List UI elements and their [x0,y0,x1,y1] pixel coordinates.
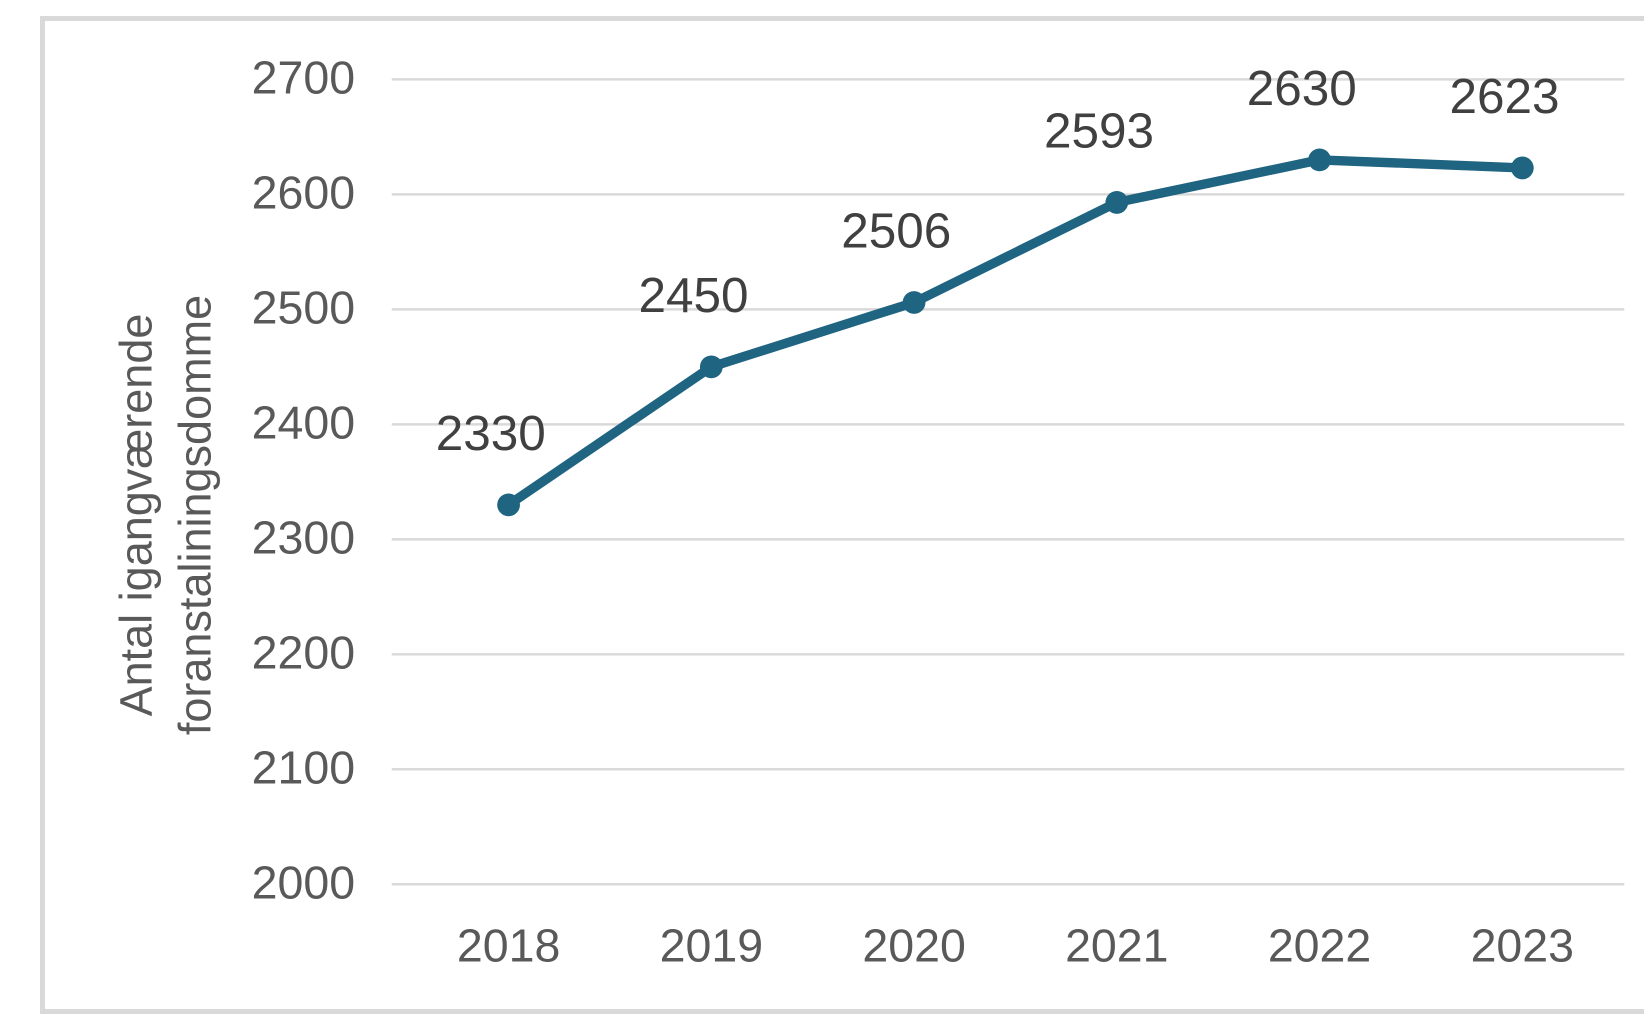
data-point-marker [497,493,520,517]
data-point-marker [1105,191,1129,214]
y-tick-label: 2600 [252,166,355,218]
data-series-line [503,155,1528,510]
line-chart-figure: Antal igangværende foranstaliningsdomme … [40,16,1644,1014]
x-tick-label: 2022 [1268,920,1371,972]
x-tick-label: 2023 [1471,920,1574,972]
x-tick-label: 2021 [1065,920,1168,972]
x-tick-label: 2018 [457,920,560,972]
y-tick-label: 2300 [252,511,355,563]
data-label: 2450 [638,268,748,323]
data-label: 2506 [841,204,951,259]
chart-canvas: 2000 2100 2200 2300 2400 2500 2600 2700 2330 2018… [252,51,1625,972]
data-label: 2330 [436,406,546,461]
y-tick-label: 2000 [252,856,355,908]
data-point-marker [1510,156,1534,180]
data-label: 2593 [1044,104,1154,159]
y-tick-label: 2200 [252,626,355,678]
x-tick-label: 2020 [862,920,965,972]
y-tick-label: 2400 [252,396,355,448]
y-tick-label: 2500 [252,281,355,333]
y-tick-label: 2100 [252,741,355,793]
data-point-marker [699,355,723,379]
x-tick-label: 2019 [660,920,763,972]
data-label: 2623 [1449,69,1559,124]
data-point-marker [1308,148,1331,172]
data-point-marker [902,291,926,314]
data-label: 2630 [1247,61,1357,116]
y-tick-label: 2700 [252,51,355,103]
